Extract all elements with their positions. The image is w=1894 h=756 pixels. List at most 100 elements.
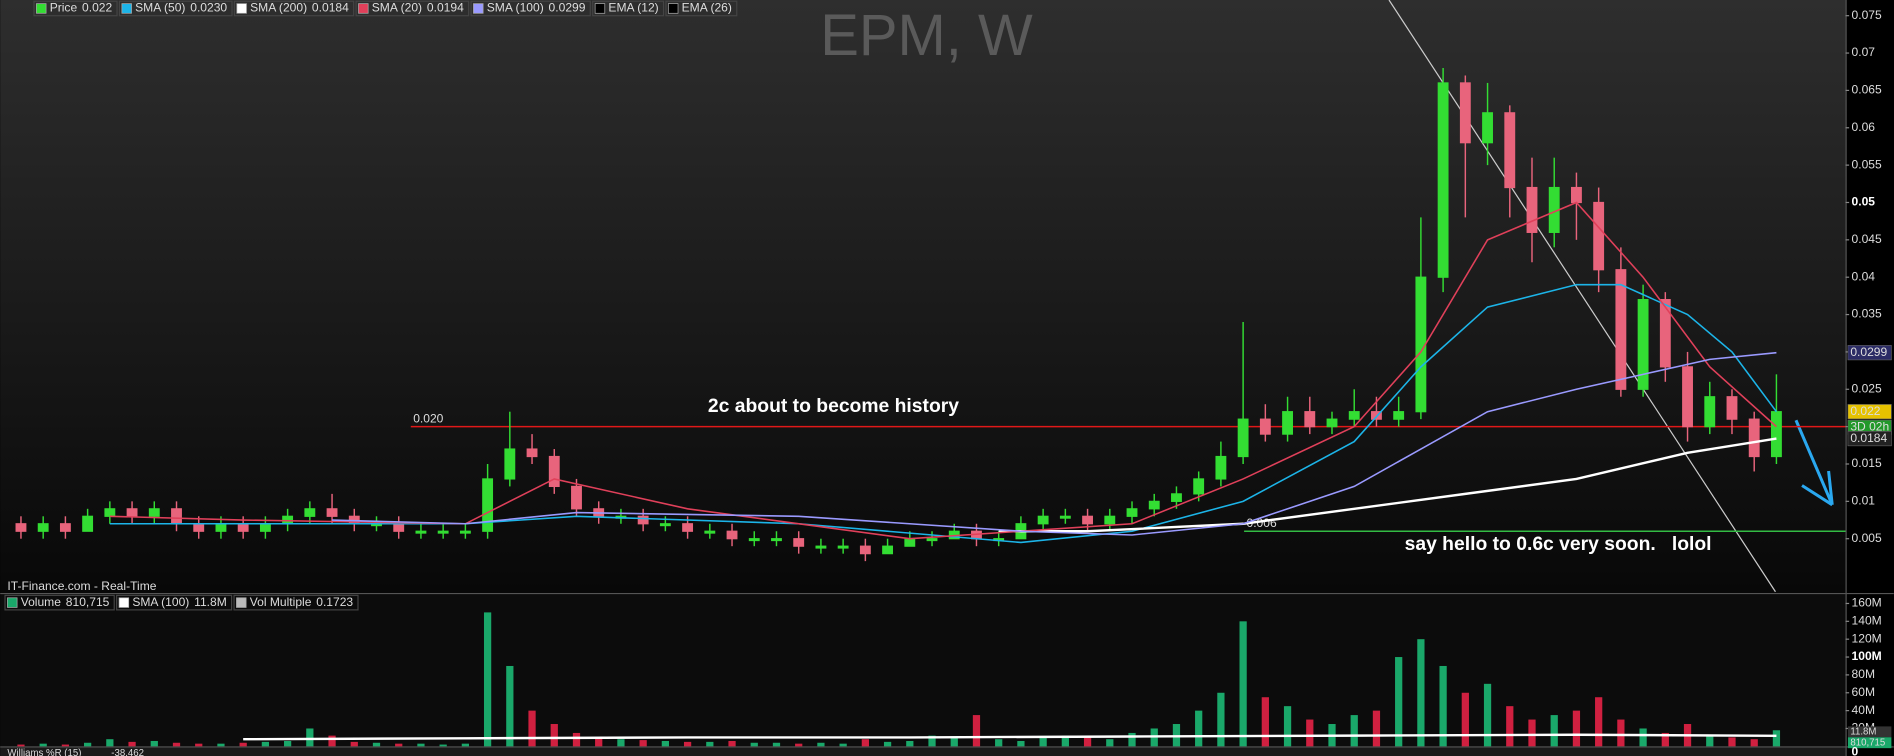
volume-bar [17,744,25,747]
y-tick-label: 60M [1852,685,1875,699]
legend-box [470,0,591,17]
candle-body [771,538,782,542]
candle-body [1059,515,1071,519]
footer-label: Williams %R (15) [7,748,81,756]
volume-bar [1483,683,1492,747]
legend-label: Volume [21,595,62,609]
candle-body [882,545,894,555]
volume-bar [972,715,981,747]
legend-swatch [358,3,369,14]
candle-body [926,538,938,542]
candle-body [1526,186,1538,233]
price-badge [1847,345,1892,361]
legend-swatch [121,3,132,14]
badge-label: 810,715 [1850,737,1885,748]
legend-value: 0.0230 [190,1,227,15]
candle-body [59,523,71,532]
legend-swatch [473,3,484,14]
volume-bar [128,741,136,747]
candle-body [304,508,316,517]
candle-body [1082,515,1094,525]
candle-body [126,508,138,517]
candle-body [1615,269,1627,390]
arrow [1794,419,1834,507]
candle-body [1259,418,1271,435]
legend-swatch [36,3,47,14]
y-tick-label: 160M [1852,596,1882,610]
volume-bar [1439,665,1447,747]
candle-body [1770,411,1782,458]
candle-body [659,523,671,527]
candle-body [171,508,182,525]
candle-body [1326,418,1338,428]
volume-bar [1061,735,1069,747]
legend-label: SMA (200) [250,1,307,15]
candle-body [237,523,249,532]
volume-bar [1283,706,1292,747]
volume-sma [243,733,1777,741]
volume-bar [639,740,647,747]
volume-bar [1750,739,1758,747]
y-tick-label: 80M [1852,667,1875,681]
y-tick-label: 0.07 [1852,45,1876,59]
candle-body [726,530,738,540]
candle-body [526,448,538,458]
volume-bar [683,741,692,747]
volume-bar [1395,657,1403,747]
volume-bar [706,741,714,747]
volume-bar [1728,737,1736,747]
volume-bar [1528,719,1536,747]
volume-bar [39,743,47,747]
volume-badge [1847,726,1892,738]
volume-bar [106,739,114,747]
volume-bar [1572,710,1581,747]
legend-box [118,0,233,17]
candle-body [37,523,49,532]
volume-bar [350,741,358,747]
volume-bar [906,740,914,747]
candle-body [259,523,271,532]
legend-box [233,0,355,17]
candle-body [837,545,849,549]
chart-title: EPM, W [820,4,1033,68]
volume-bar [883,741,892,747]
footer-panel [0,746,1846,756]
volume-bar [483,612,492,747]
legend-box [233,594,359,611]
volume-bar [1550,715,1558,747]
footer-value: -38.462 [111,748,144,756]
volume-bar [1261,697,1269,747]
volume-badge [1847,737,1892,749]
volume-bar [728,740,736,747]
legend-box [33,0,118,17]
candle-body [1393,411,1405,420]
volume-bar [1372,710,1381,747]
volume-bar [306,728,314,747]
volume-bar [550,724,558,747]
legend-swatch [667,3,679,14]
legend-swatch [236,3,247,14]
axis-area [1845,0,1894,756]
legend-value: 810,715 [66,595,110,609]
candle-body [1148,500,1160,510]
indicator-line [109,201,1777,540]
volume-bar [795,743,803,747]
legend-label: SMA (50) [135,1,185,15]
legend-value: 0.0184 [312,1,349,15]
volume-bar [328,735,336,747]
volume-bar [84,742,92,747]
level-label: 0.020 [413,412,443,426]
candle-body [1304,411,1316,428]
volume-bar [395,743,403,747]
price-badge [1847,431,1892,447]
candle-body [504,448,516,480]
candle-body [1104,515,1116,525]
volume-bar [1195,710,1203,747]
candle-body [548,455,560,488]
y-tick-label: 100M [1852,649,1882,663]
y-tick-label: 0.06 [1852,120,1876,134]
candle-body [1215,455,1227,480]
candle-body [1659,299,1671,368]
candle-body [1371,411,1382,420]
candle-body [482,478,494,532]
